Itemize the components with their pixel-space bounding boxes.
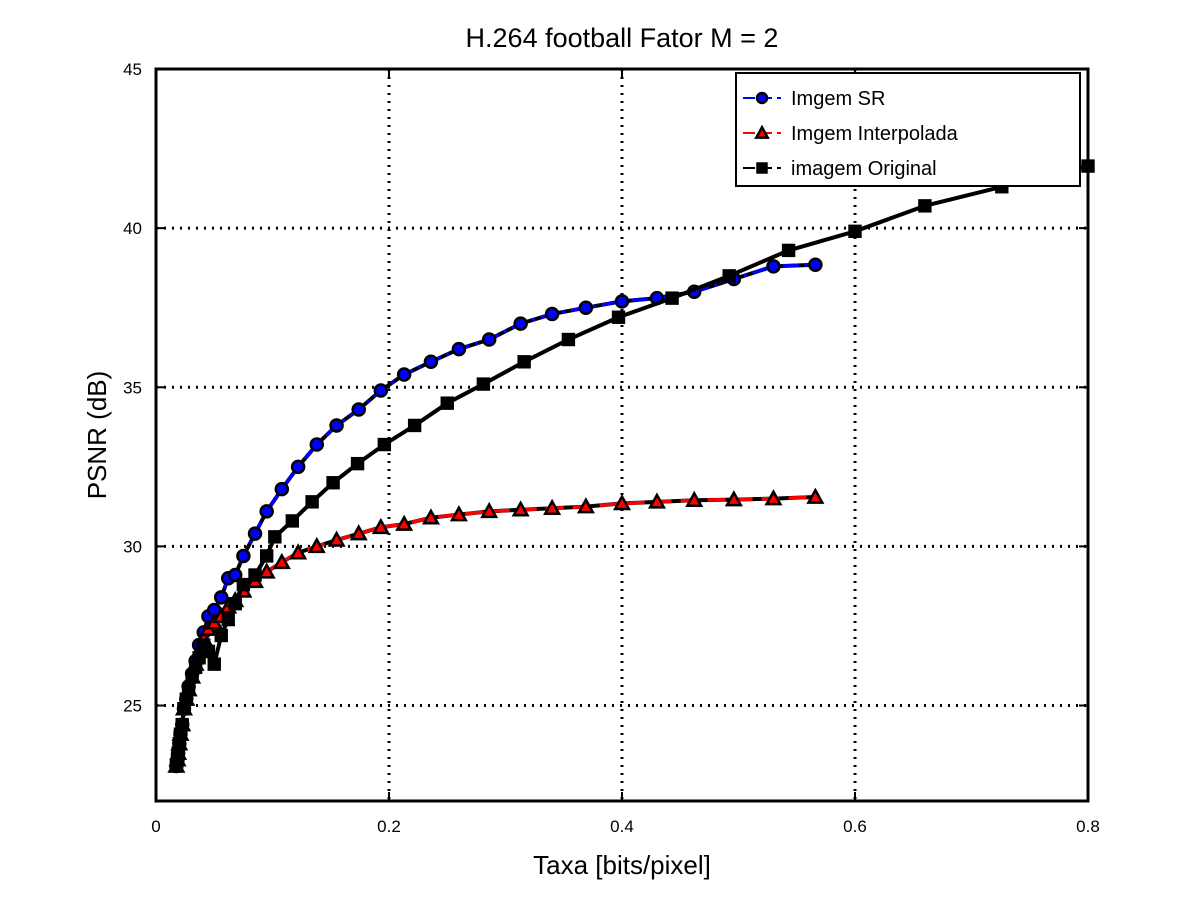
data-point [207,657,221,671]
data-point [612,493,632,511]
data-point [806,487,825,504]
data-point [481,332,497,347]
data-point [848,224,862,239]
data-point [421,508,440,525]
y-tick-label: 45 [123,60,142,79]
data-point [221,612,235,627]
data-point [423,354,439,370]
data-point [440,396,454,410]
data-point [647,492,666,509]
legend-label: imagem Original [791,158,937,180]
data-point [918,199,932,213]
data-point [665,291,679,305]
data-point [781,243,796,258]
data-point [764,489,783,506]
data-point [576,497,595,514]
data-point [272,552,291,570]
legend-item: Imgem Interpolada [743,123,959,145]
data-point [329,418,344,433]
y-axis-label: PSNR (dB) [82,371,112,500]
legend-marker [754,124,770,139]
legend-item: imagem Original [743,158,937,180]
legend-marker [756,162,768,174]
data-point [407,418,422,433]
data-point [543,498,562,515]
data-point [722,269,736,283]
legend-item: Imgem SR [743,88,885,110]
data-point [247,526,263,541]
data-point [351,402,366,417]
data-point [451,341,467,357]
legend-label: Imgem Interpolada [791,123,959,145]
y-tick-label: 35 [123,378,142,397]
data-point [181,682,196,697]
data-point [213,590,229,605]
x-axis-label: Taxa [bits/pixel] [533,850,711,880]
data-point [349,524,368,541]
data-point [614,294,630,309]
legend: Imgem SR Imgem Interpolada imagem Original [735,72,1081,187]
data-point [561,332,576,347]
chart-title: H.264 football Fator M = 2 [466,23,779,53]
data-point [371,517,390,535]
data-point [228,596,242,611]
grid [156,69,1088,801]
data-point [175,717,189,732]
data-point [268,530,282,544]
data-point [274,481,290,497]
data-point [373,383,389,398]
y-tick-label: 30 [123,537,142,556]
data-point [511,500,530,517]
data-point [309,437,325,452]
data-point [395,514,414,531]
legend-label: Imgem SR [791,88,885,110]
data-point [517,355,531,369]
data-point [476,377,491,391]
legend-box [735,72,1081,187]
data-point [259,549,274,563]
data-point [449,505,468,522]
data-point [290,459,306,475]
data-point [396,367,412,382]
data-point [307,536,326,554]
data-point [685,490,704,508]
x-tick-label: 0.2 [377,817,401,836]
data-point [236,548,251,564]
x-tick-label: 0 [151,817,160,836]
data-point [327,530,346,547]
data-point [544,306,560,322]
legend-marker [755,91,769,105]
data-point [326,476,340,490]
data-point [513,316,528,331]
data-point [305,495,319,509]
data-point [724,490,743,507]
data-point [377,437,392,452]
data-point [611,310,626,324]
data-point [214,628,228,643]
data-point [259,504,274,519]
data-point [578,300,594,315]
data-point [248,568,262,582]
ticks: 0 0.2 0.4 0.6 0.8 25 30 35 40 45 [123,60,1100,836]
data-point [289,543,308,560]
x-tick-label: 0.8 [1076,817,1100,836]
data-point [480,501,499,519]
y-tick-label: 40 [123,219,142,238]
x-tick-label: 0.4 [610,817,634,836]
x-tick-label: 0.6 [843,817,867,836]
data-point [285,514,300,528]
data-point [350,456,365,471]
y-tick-label: 25 [123,697,142,716]
data-point [808,257,823,272]
data-point [766,259,781,274]
data-point [236,577,251,592]
data-point [201,644,216,659]
data-point [257,562,276,579]
